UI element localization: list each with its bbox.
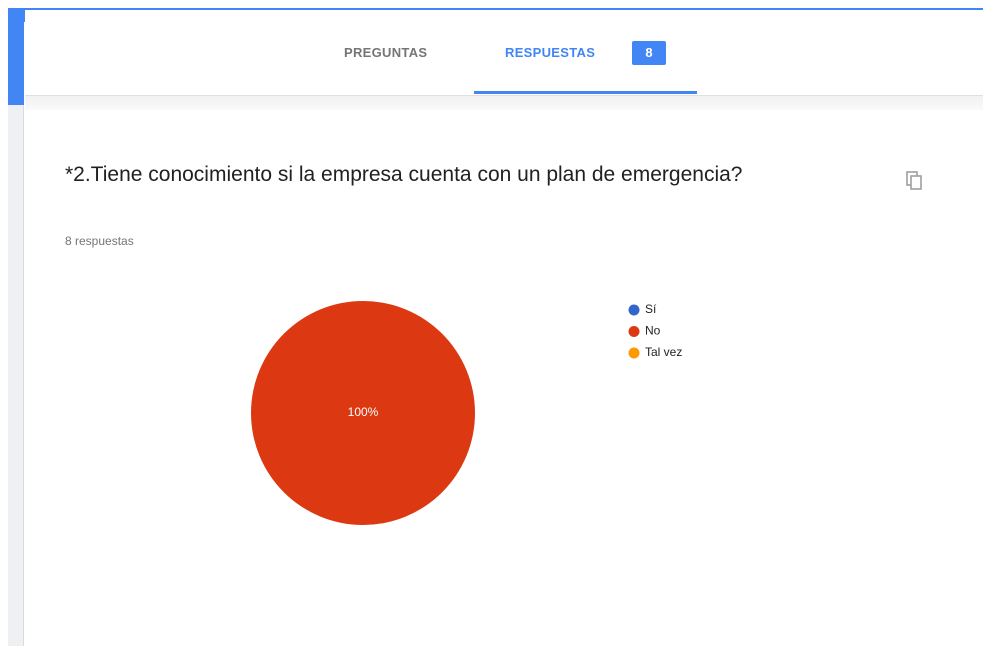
legend-label: No xyxy=(645,324,661,338)
tab[interactable]: PREGUNTAS xyxy=(344,45,428,60)
badge: 8 xyxy=(632,41,666,65)
legend-label: Tal vez xyxy=(645,345,682,359)
legend-label: Sí xyxy=(645,302,657,316)
tab-indicator xyxy=(474,91,697,94)
copy-icon[interactable] xyxy=(905,170,925,192)
tab-bar: PREGUNTAS RESPUESTAS 8 xyxy=(25,10,983,96)
question-title: *2.Tiene conocimiento si la empresa cuen… xyxy=(65,163,743,186)
legend-swatch xyxy=(628,347,640,359)
left-bar xyxy=(8,8,24,105)
left-border xyxy=(8,105,24,646)
response-count: 8 respuestas xyxy=(65,234,134,248)
tab[interactable]: RESPUESTAS xyxy=(505,45,596,60)
shadow xyxy=(25,96,983,110)
card: PREGUNTAS RESPUESTAS 8 *2.Tiene conocimi… xyxy=(25,10,983,646)
data-label: 100% xyxy=(348,405,379,419)
legend-swatch xyxy=(628,304,640,316)
pie-slice xyxy=(251,301,475,525)
legend-swatch xyxy=(628,326,640,337)
